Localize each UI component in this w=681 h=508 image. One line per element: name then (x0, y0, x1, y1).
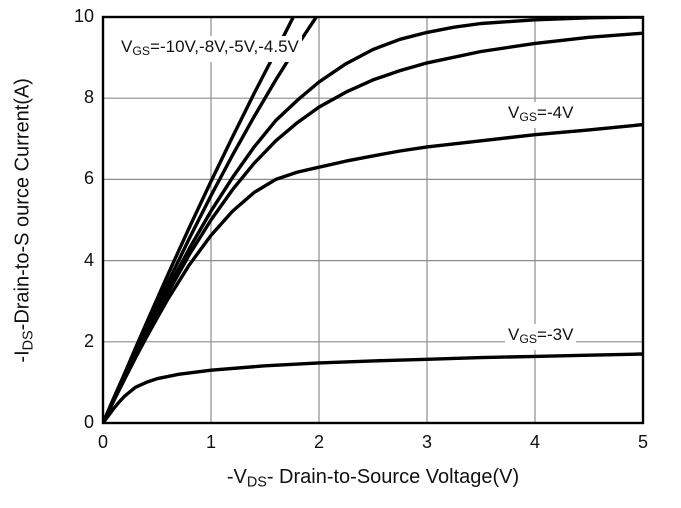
x-tick-label: 5 (637, 432, 648, 452)
series-curve-VGS=-4.5V (103, 31, 643, 423)
y-tick-label: 4 (83, 249, 94, 270)
x-tick-label: 0 (97, 432, 108, 452)
x-axis-title: -VDS- Drain-to-Source Voltage(V) (226, 466, 520, 491)
annotation-vgs-minus4: VGS=-4V (505, 102, 577, 129)
y-tick-label: 0 (83, 412, 94, 432)
x-tick-label: 4 (529, 432, 540, 452)
plot-frame (101, 15, 645, 425)
x-tick-label: 1 (205, 432, 216, 452)
y-axis-title: -IDS-Drain-to-S ource Current(A) (11, 78, 37, 363)
series-curve-VGS=-3V (103, 352, 643, 423)
y-tick-label: 10 (73, 6, 94, 26)
annotation-vgs-minus3: VGS=-3V (505, 324, 577, 351)
x-tick-label: 3 (421, 432, 432, 452)
x-tick-label: 2 (313, 432, 324, 452)
annotation-vgs-bundle: VGS=-10V,-8V,-5V,-4.5V (118, 36, 302, 63)
y-tick-label: 6 (83, 168, 94, 189)
series-curve-VGS=-4V (103, 122, 643, 423)
y-tick-label: 2 (83, 330, 94, 351)
y-tick-label: 8 (83, 87, 94, 108)
